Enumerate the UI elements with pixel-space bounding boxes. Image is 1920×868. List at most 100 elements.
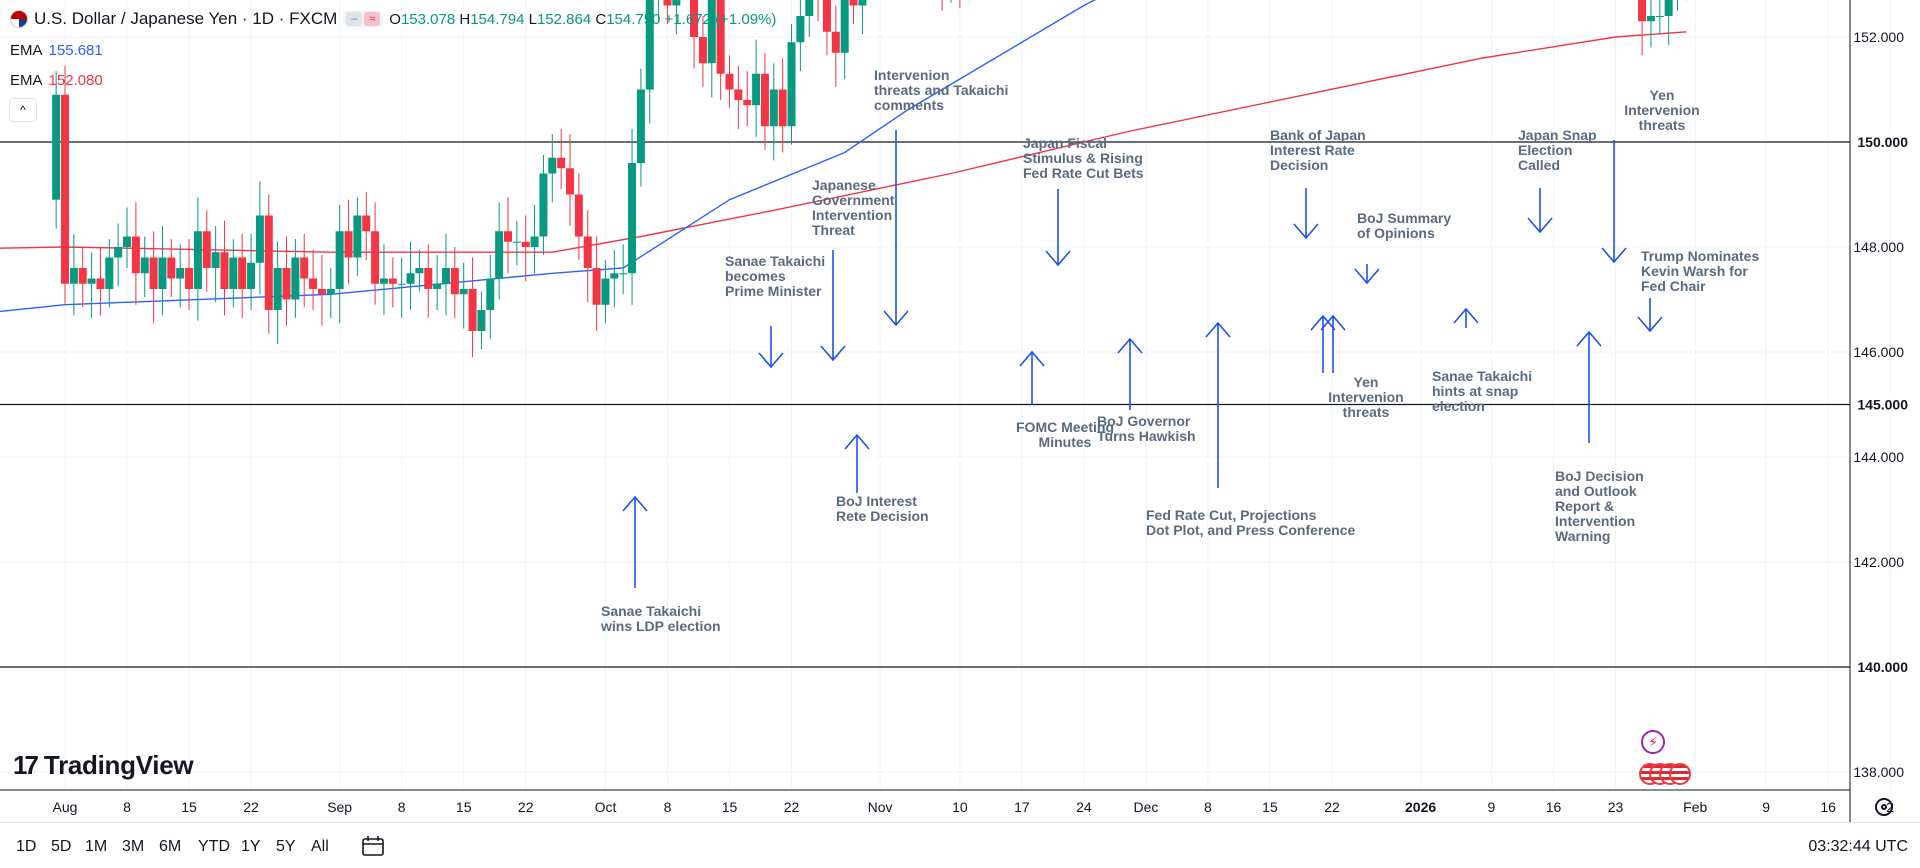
annotation-text: Sanae Takaichi <box>1432 368 1532 384</box>
candle-body <box>805 0 814 16</box>
annotation-arrow-head <box>1576 330 1602 347</box>
candle-body <box>317 289 326 295</box>
price-chart[interactable]: 138.000 142.000 144.000 146.000 148.000 152.0… <box>0 0 1920 822</box>
annotation-arrow-head <box>1637 316 1663 333</box>
annotation-text: Intervention <box>812 207 892 223</box>
candle-body <box>840 0 849 53</box>
x-tick-label: 9 <box>1762 799 1770 815</box>
level-label: 150.000 <box>1857 134 1908 150</box>
candle-body <box>557 157 566 169</box>
candle-body <box>255 215 264 263</box>
timeframe-1d[interactable]: 1D <box>16 838 37 855</box>
annotation-text: Fed Rate Cut, Projections <box>1146 507 1317 523</box>
x-tick-label: 2026 <box>1405 799 1436 815</box>
visibility-toggle[interactable]: – ≈ <box>343 11 384 27</box>
level-label-bg <box>1852 657 1918 677</box>
candle-body <box>636 89 645 163</box>
annotation-text: Intervention <box>1555 513 1635 529</box>
timeframe-1m[interactable]: 1M <box>85 838 108 855</box>
candle-body <box>778 89 787 127</box>
candle-body <box>335 231 344 289</box>
symbol-title[interactable]: U.S. Dollar / Japanese Yen · 1D · FXCM <box>34 9 338 28</box>
candle-body <box>158 257 167 289</box>
candle-body <box>566 168 575 195</box>
timeframe-1y[interactable]: 1Y <box>241 838 261 855</box>
timeframe-5d[interactable]: 5D <box>51 838 72 855</box>
y-tick-label: 152.000 <box>1853 29 1904 45</box>
y-tick-label: 142.000 <box>1853 554 1904 570</box>
candle-body <box>353 215 362 258</box>
annotation-text: FOMC Meeting <box>1016 419 1114 435</box>
candle-body <box>707 0 716 64</box>
x-tick-label: 15 <box>456 799 472 815</box>
annotation-arrow-head <box>758 352 784 369</box>
annotation-text: Interest Rate <box>1270 142 1355 158</box>
y-tick-label: 148.000 <box>1853 239 1904 255</box>
candle-body <box>787 42 796 127</box>
candle-body <box>725 73 734 90</box>
x-tick-label: 22 <box>1324 799 1340 815</box>
candle-body <box>52 94 61 200</box>
usd-jpy-flag-icon <box>10 10 28 28</box>
annotation-arrow-head <box>1310 314 1336 331</box>
candle-body <box>601 278 610 305</box>
calendar-range-icon[interactable] <box>362 836 384 856</box>
candle-body <box>477 310 486 331</box>
event-flags-icon[interactable] <box>1639 763 1691 785</box>
candle-body <box>459 289 468 295</box>
candle-body <box>415 268 424 274</box>
annotation-text: BoJ Decision <box>1555 468 1644 484</box>
annotation-text: Rete Decision <box>836 508 929 524</box>
candle-body <box>663 0 672 6</box>
candle-body <box>61 94 69 284</box>
ema-fast-legend[interactable]: EMA 155.681 <box>10 42 103 59</box>
candle-body <box>193 231 202 289</box>
annotation-arrow-head <box>1019 350 1045 367</box>
timeframe-3m[interactable]: 3M <box>122 838 145 855</box>
annotation-text: Yen <box>1354 374 1379 390</box>
annotation-text: Decision <box>1270 157 1328 173</box>
annotation-arrow-head <box>844 433 870 450</box>
settings-gear-icon[interactable] <box>1875 798 1893 816</box>
annotation-text: Bank of Japan <box>1270 127 1366 143</box>
annotation-text: Sanae Takaichi <box>601 603 701 619</box>
annotation-arrow-head <box>1601 247 1627 264</box>
timeframe-ytd[interactable]: YTD <box>198 838 230 855</box>
candle-body <box>344 231 353 258</box>
ema-fast-line <box>0 0 1097 313</box>
candle-body <box>512 241 521 243</box>
x-tick-label: 8 <box>398 799 406 815</box>
ema-slow-legend[interactable]: EMA 152.080 <box>10 72 103 89</box>
candle-body <box>87 278 96 284</box>
annotation-text: BoJ Governor <box>1097 413 1191 429</box>
collapse-legend-button[interactable]: ^ <box>9 98 37 122</box>
x-tick-label: Feb <box>1683 799 1707 815</box>
timeframe-all[interactable]: All <box>311 838 329 855</box>
candle-body <box>743 100 752 106</box>
lightning-icon[interactable]: ⚡ <box>1641 730 1665 754</box>
candle-body <box>309 278 318 289</box>
annotation-arrow-head <box>1320 314 1346 331</box>
annotation-text: Fed Chair <box>1641 278 1706 294</box>
annotation-arrow-head <box>1117 337 1143 354</box>
candle-body <box>548 157 557 174</box>
annotation-arrow-head <box>1453 307 1479 324</box>
candle-body <box>716 0 725 74</box>
candle-body <box>291 257 300 300</box>
candle-body <box>610 273 619 279</box>
ohlc-values: O153.078 H154.794 L152.864 C154.750 +1.6… <box>389 10 777 28</box>
utc-clock[interactable]: 03:32:44 UTC <box>1808 838 1908 855</box>
annotation-text: of Opinions <box>1357 225 1435 241</box>
timeframe-6m[interactable]: 6M <box>159 838 182 855</box>
annotation-arrow-head <box>1527 217 1553 234</box>
bottom-toolbar <box>0 822 1920 868</box>
annotation-text: Japan Fiscal <box>1023 135 1107 151</box>
candle-body <box>69 268 78 284</box>
x-tick-label: Dec <box>1133 799 1158 815</box>
y-tick-label: 146.000 <box>1853 344 1904 360</box>
candle-body <box>78 268 87 284</box>
timeframe-5y[interactable]: 5Y <box>276 838 296 855</box>
annotation-text: BoJ Summary <box>1357 210 1451 226</box>
y-tick-label: 144.000 <box>1853 449 1904 465</box>
x-tick-label: 15 <box>181 799 197 815</box>
